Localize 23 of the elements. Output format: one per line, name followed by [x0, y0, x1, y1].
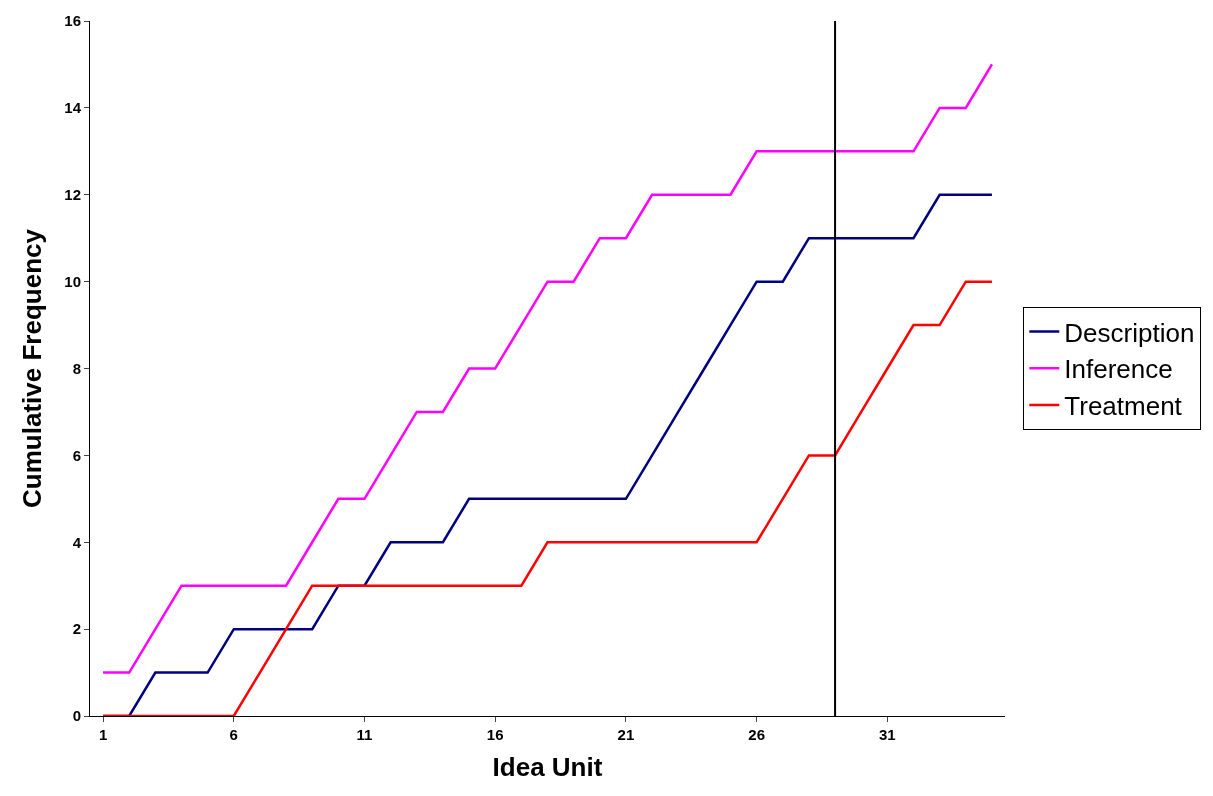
- line-series: [101, 280, 994, 716]
- x-tick-label: 6: [229, 726, 238, 743]
- y-tick-label: 12: [64, 186, 81, 203]
- legend-label: Inference: [1064, 354, 1173, 385]
- x-tick-label: 1: [98, 726, 108, 743]
- y-tick-label: 16: [64, 12, 81, 30]
- y-tick-label: 6: [72, 446, 81, 464]
- y-tick-label: 4: [72, 533, 82, 551]
- x-axis-title: Idea Unit: [492, 751, 603, 782]
- y-axis-title: Cumulative Frequency: [16, 228, 47, 508]
- y-tick-label: 8: [72, 359, 81, 377]
- x-tick-label: 11: [356, 726, 373, 743]
- y-tick-label: 0: [72, 707, 81, 725]
- legend-label: Description: [1064, 317, 1195, 348]
- line-series: [101, 63, 994, 674]
- y-tick-label: 2: [72, 620, 81, 638]
- legend-label: Treatment: [1064, 391, 1183, 422]
- x-tick-label: 21: [617, 726, 635, 743]
- x-tick-label: 26: [748, 726, 765, 743]
- x-tick-label: 16: [486, 726, 504, 743]
- x-tick-label: 31: [879, 726, 896, 743]
- y-tick-label: 10: [64, 272, 81, 290]
- y-tick-label: 14: [64, 99, 82, 117]
